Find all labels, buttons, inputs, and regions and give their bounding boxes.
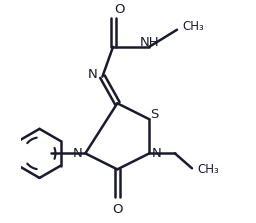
Text: CH₃: CH₃ [182, 20, 204, 33]
Text: N: N [72, 147, 82, 160]
Text: O: O [112, 203, 123, 217]
Text: N: N [88, 68, 98, 81]
Text: O: O [114, 3, 125, 16]
Text: CH₃: CH₃ [197, 163, 219, 176]
Text: N: N [152, 147, 161, 160]
Text: S: S [151, 109, 159, 122]
Text: NH: NH [140, 36, 159, 49]
